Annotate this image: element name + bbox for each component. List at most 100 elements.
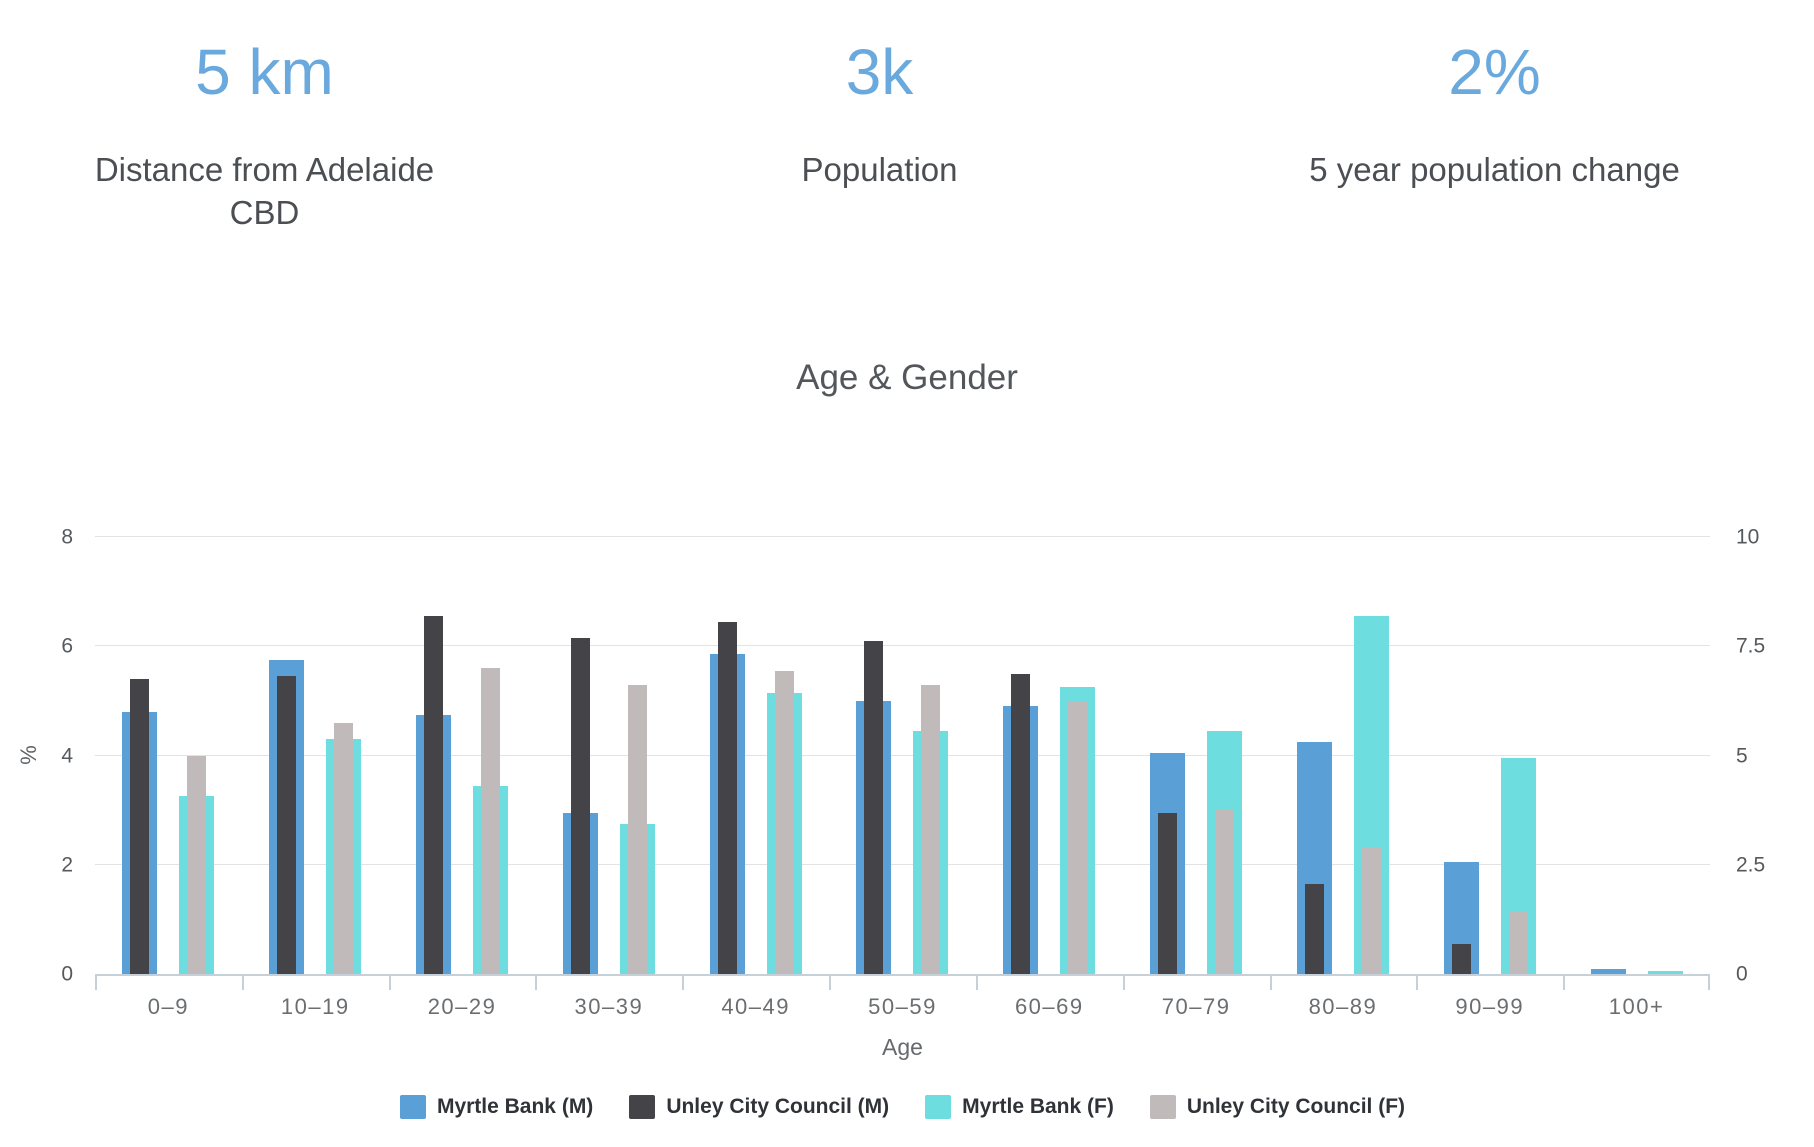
y-axis-tick-label: 4 — [61, 744, 73, 767]
bar-unley-city-council-f[interactable] — [627, 684, 647, 974]
y-axis-tick-label: 2 — [61, 853, 73, 877]
x-axis-tick — [241, 976, 244, 990]
bar-group-40-49 — [682, 537, 829, 974]
plot-area: % 0 2 4 6 8 0 2.5 5 7.5 10 — [16, 527, 1765, 985]
x-axis-category-label: 50–59 — [868, 994, 937, 1019]
bar-unley-city-council-f[interactable] — [481, 668, 501, 974]
bar-pair — [122, 537, 158, 974]
secondary-y-axis-tick-label: 7.5 — [1736, 634, 1766, 658]
x-axis-tick — [1563, 976, 1566, 990]
legend-swatch-myrtle-bank-m — [399, 1095, 426, 1119]
x-axis-tick — [388, 976, 391, 990]
y-axis-tick-label: 0 — [61, 962, 73, 986]
gridline — [95, 645, 1710, 647]
secondary-y-axis-tick-label: 2.5 — [1736, 853, 1766, 877]
legend-label: Myrtle Bank (F) — [962, 1095, 1114, 1118]
bar-unley-city-council-f[interactable] — [1068, 700, 1088, 974]
bar-pair — [1150, 537, 1186, 974]
legend-item-myrtle-bank-m[interactable]: Myrtle Bank (M) — [399, 1095, 594, 1119]
x-axis-category-label: 90–99 — [1455, 994, 1525, 1019]
bar-unley-city-council-m[interactable] — [424, 616, 444, 974]
bar-unley-city-council-m[interactable] — [1158, 812, 1178, 974]
bar-unley-city-council-m[interactable] — [277, 676, 297, 974]
x-axis-category-label: 70–79 — [1161, 994, 1231, 1019]
gridline — [95, 863, 1710, 865]
bar-unley-city-council-f[interactable] — [1508, 911, 1528, 974]
bar-unley-city-council-m[interactable] — [570, 638, 590, 974]
x-axis-tick — [1416, 976, 1419, 990]
bar-group-0-9 — [95, 537, 242, 974]
bar-pair — [179, 537, 215, 974]
x-axis-tick — [1122, 976, 1125, 990]
bar-unley-city-council-f[interactable] — [774, 670, 794, 974]
bar-pair — [1296, 537, 1332, 974]
bar-unley-city-council-m[interactable] — [1304, 883, 1324, 974]
stat-population-label: Population — [801, 151, 958, 188]
bar-unley-city-council-m[interactable] — [717, 621, 737, 974]
bar-pair — [269, 537, 305, 974]
bar-group-90-99 — [1416, 537, 1563, 974]
bar-groups — [95, 537, 1710, 974]
x-axis-category-label: 100+ — [1608, 994, 1665, 1019]
bar-unley-city-council-m[interactable] — [1451, 943, 1471, 974]
bar-unley-city-council-f[interactable] — [187, 755, 207, 974]
x-axis-tick — [682, 976, 685, 990]
bar-pair — [1060, 537, 1096, 974]
legend-swatch-unley-city-council-f — [1149, 1095, 1176, 1119]
stat-population-value: 3k — [845, 36, 914, 108]
x-axis-tick — [1708, 976, 1710, 990]
bar-unley-city-council-f[interactable] — [334, 722, 354, 974]
bar-pair — [709, 537, 745, 974]
stat-distance-label: Distance from Adelaide CBD — [94, 151, 435, 231]
gridline — [95, 754, 1710, 756]
legend-label: Myrtle Bank (M) — [436, 1095, 594, 1118]
stat-population-change: 2% 5 year population change — [1187, 36, 1802, 234]
x-axis-category-label: 80–89 — [1308, 994, 1378, 1019]
gridline — [95, 536, 1710, 537]
x-axis-tick — [829, 976, 832, 990]
bar-pair — [1647, 537, 1683, 974]
bar-pair — [1443, 537, 1479, 974]
x-axis-tick — [1269, 976, 1272, 990]
bar-group-10-19 — [242, 537, 389, 974]
bar-pair — [1500, 537, 1536, 974]
bar-group-70-79 — [1123, 537, 1270, 974]
x-axis-category-label: 40–49 — [721, 994, 790, 1019]
bar-myrtle-bank-f[interactable] — [1647, 970, 1683, 974]
x-axis-category-label: 60–69 — [1014, 994, 1084, 1019]
bar-pair — [416, 537, 452, 974]
x-axis-category-label: 30–39 — [574, 994, 644, 1019]
bar-group-50-59 — [829, 537, 976, 974]
bar-unley-city-council-m[interactable] — [130, 679, 150, 974]
age-gender-chart: % 0 2 4 6 8 0 2.5 5 7.5 10 0–9 10–19 20–29 30–39 40–4… — [16, 527, 1765, 1119]
y-axis-tick-label: 8 — [61, 525, 73, 549]
stats-row: 5 km Distance from Adelaide CBD 3k Popul… — [0, 0, 1802, 234]
secondary-y-axis-tick-label: 0 — [1736, 962, 1748, 986]
bar-unley-city-council-f[interactable] — [1361, 848, 1381, 974]
bar-myrtle-bank-m[interactable] — [1590, 968, 1626, 974]
bar-group-100 — [1563, 537, 1710, 974]
bar-pair — [326, 537, 362, 974]
bar-unley-city-council-f[interactable] — [1215, 810, 1235, 974]
legend-item-unley-city-council-m[interactable]: Unley City Council (M) — [629, 1095, 889, 1119]
bar-unley-city-council-m[interactable] — [1011, 673, 1031, 974]
bar-unley-city-council-m[interactable] — [864, 640, 884, 974]
legend-item-unley-city-council-f[interactable]: Unley City Council (F) — [1149, 1095, 1406, 1119]
legend-label: Unley City Council (F) — [1186, 1095, 1406, 1118]
y-axis-tick-label: 6 — [61, 634, 73, 658]
bar-pair — [1207, 537, 1243, 974]
x-axis-labels: 0–9 10–19 20–29 30–39 40–49 50–59 60–69 70–79 80… — [95, 994, 1710, 1020]
bar-pair — [1590, 537, 1626, 974]
legend-swatch-myrtle-bank-f — [925, 1095, 952, 1119]
bar-pair — [1003, 537, 1039, 974]
chart-legend: Myrtle Bank (M) Unley City Council (M) Myr… — [95, 1095, 1710, 1119]
legend-item-myrtle-bank-f[interactable]: Myrtle Bank (F) — [925, 1095, 1114, 1119]
bar-pair — [913, 537, 949, 974]
bar-pair — [856, 537, 892, 974]
bar-unley-city-council-f[interactable] — [921, 684, 941, 974]
stat-distance: 5 km Distance from Adelaide CBD — [0, 36, 572, 234]
secondary-y-axis-tick-label: 10 — [1736, 525, 1760, 549]
x-axis — [95, 976, 1710, 992]
bar-group-20-29 — [389, 537, 536, 974]
